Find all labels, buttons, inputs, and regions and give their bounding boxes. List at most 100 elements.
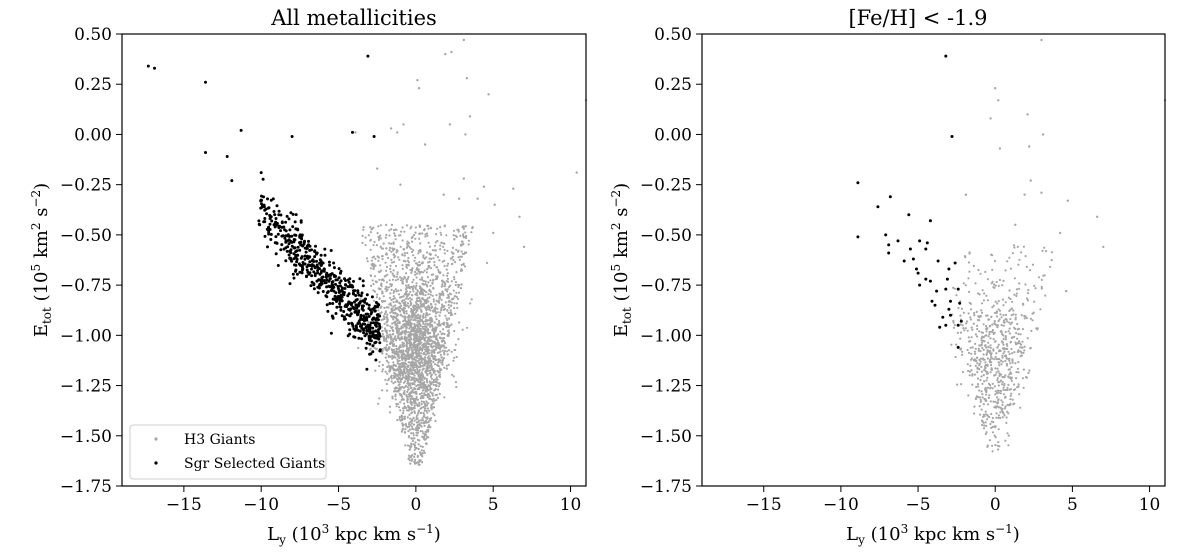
h3-giant-point bbox=[432, 371, 435, 374]
h3-giant-point bbox=[418, 459, 421, 462]
h3-giant-point bbox=[439, 368, 442, 371]
h3-giant-point bbox=[994, 444, 997, 447]
h3-giant-point bbox=[428, 322, 432, 325]
y-tick-label: −1.00 bbox=[60, 326, 112, 346]
h3-giant-point bbox=[438, 292, 441, 295]
h3-giant-point bbox=[440, 233, 443, 236]
h3-giant-point bbox=[416, 379, 420, 382]
h3-giant-point bbox=[411, 316, 414, 319]
h3-giant-point bbox=[413, 304, 416, 307]
h3-giant-point bbox=[968, 290, 971, 293]
h3-giant-point bbox=[985, 390, 988, 394]
h3-giant-point bbox=[976, 324, 979, 327]
h3-giant-point bbox=[421, 430, 424, 433]
h3-giant-point bbox=[953, 324, 957, 327]
h3-giant-point bbox=[386, 318, 389, 321]
h3-giant-point bbox=[399, 276, 402, 279]
h3-giant-point bbox=[993, 283, 996, 286]
h3-giant-point bbox=[438, 314, 441, 317]
h3-giant-point bbox=[997, 308, 1000, 311]
h3-giant-point bbox=[461, 328, 464, 331]
h3-giant-point bbox=[425, 353, 428, 356]
h3-giant-point bbox=[981, 420, 984, 423]
h3-giant-point bbox=[427, 338, 430, 341]
h3-giant-point bbox=[412, 443, 415, 446]
h3-giant-point bbox=[985, 334, 988, 337]
h3-giant-point bbox=[422, 415, 425, 418]
h3-giant-point bbox=[1019, 333, 1022, 336]
h3-giant-point bbox=[410, 391, 413, 394]
h3-giant-point bbox=[418, 439, 421, 442]
h3-giant-point bbox=[997, 391, 1000, 394]
h3-giant-point bbox=[467, 243, 470, 246]
h3-giant-point bbox=[448, 331, 451, 334]
h3-giant-point bbox=[432, 406, 435, 409]
h3-giant-point bbox=[988, 330, 991, 334]
h3-giant-point bbox=[419, 379, 422, 382]
h3-giant-point bbox=[998, 358, 1001, 361]
sgr-selected-giant-point bbox=[292, 238, 296, 241]
h3-giant-point bbox=[985, 393, 988, 396]
h3-giant-point bbox=[969, 346, 972, 349]
x-tick-label: −10 bbox=[243, 495, 279, 515]
h3-giant-point bbox=[454, 312, 457, 315]
h3-giant-point bbox=[986, 371, 989, 374]
h3-giant-point bbox=[430, 339, 433, 342]
h3-giant-point bbox=[1006, 260, 1009, 263]
h3-giant-point bbox=[383, 316, 386, 319]
sgr-selected-giant-point bbox=[353, 310, 357, 314]
h3-giant-point bbox=[379, 269, 383, 272]
sgr-selected-giant-point bbox=[296, 228, 300, 232]
h3-giant-point bbox=[1010, 347, 1013, 351]
y-tick-label: −1.50 bbox=[640, 427, 692, 447]
h3-giant-point bbox=[426, 268, 429, 271]
h3-giant-point bbox=[1017, 361, 1020, 364]
h3-giant-point bbox=[385, 269, 388, 272]
sgr-selected-giant-point bbox=[291, 225, 295, 229]
h3-giant-point bbox=[410, 329, 414, 332]
h3-giant-point bbox=[419, 263, 422, 267]
sgr-selected-giant-point bbox=[360, 318, 364, 321]
sgr-selected-giant-point bbox=[339, 308, 343, 312]
h3-giant-point bbox=[399, 289, 402, 292]
h3-giant-point bbox=[997, 401, 1000, 404]
h3-giant-point bbox=[997, 441, 1000, 444]
sgr-selected-giant-point bbox=[319, 279, 323, 283]
h3-giant-point bbox=[377, 225, 380, 228]
sgr-selected-giant-point bbox=[324, 273, 328, 277]
h3-giant-point bbox=[1015, 294, 1018, 298]
h3-giant-point bbox=[983, 292, 986, 295]
h3-giant-point bbox=[379, 287, 382, 291]
sgr-selected-giant-point bbox=[376, 302, 380, 306]
h3-giant-point bbox=[1000, 324, 1003, 327]
sgr-selected-giant-point bbox=[290, 135, 294, 138]
h3-giant-point bbox=[406, 242, 409, 245]
h3-giant-point bbox=[386, 389, 389, 392]
h3-giant-point bbox=[425, 404, 429, 407]
h3-giant-point bbox=[482, 185, 486, 188]
h3-giant-point bbox=[384, 310, 387, 313]
h3-giant-point bbox=[991, 323, 994, 326]
h3-giant-point bbox=[354, 131, 357, 134]
h3-giant-point bbox=[401, 415, 404, 418]
h3-giant-point bbox=[423, 348, 427, 351]
sgr-selected-giant-point bbox=[266, 206, 270, 210]
h3-giant-point bbox=[1031, 263, 1035, 266]
h3-giant-point bbox=[1017, 341, 1020, 344]
h3-giant-point bbox=[427, 293, 430, 296]
sgr-selected-giant-point bbox=[354, 294, 358, 297]
h3-giant-point bbox=[405, 363, 408, 366]
h3-giant-point bbox=[396, 321, 399, 325]
h3-giant-point bbox=[982, 323, 985, 326]
h3-giant-point bbox=[371, 256, 374, 259]
h3-giant-point bbox=[390, 298, 393, 301]
sgr-selected-giant-point bbox=[333, 294, 337, 298]
h3-giant-point bbox=[422, 327, 425, 330]
h3-giant-point bbox=[420, 355, 423, 358]
sgr-selected-giant-point bbox=[340, 314, 344, 318]
h3-giant-point bbox=[447, 295, 450, 298]
h3-giant-point bbox=[372, 243, 375, 247]
sgr-selected-giant-point bbox=[239, 128, 243, 132]
h3-giant-point bbox=[965, 322, 968, 325]
h3-giant-point bbox=[1002, 337, 1005, 340]
